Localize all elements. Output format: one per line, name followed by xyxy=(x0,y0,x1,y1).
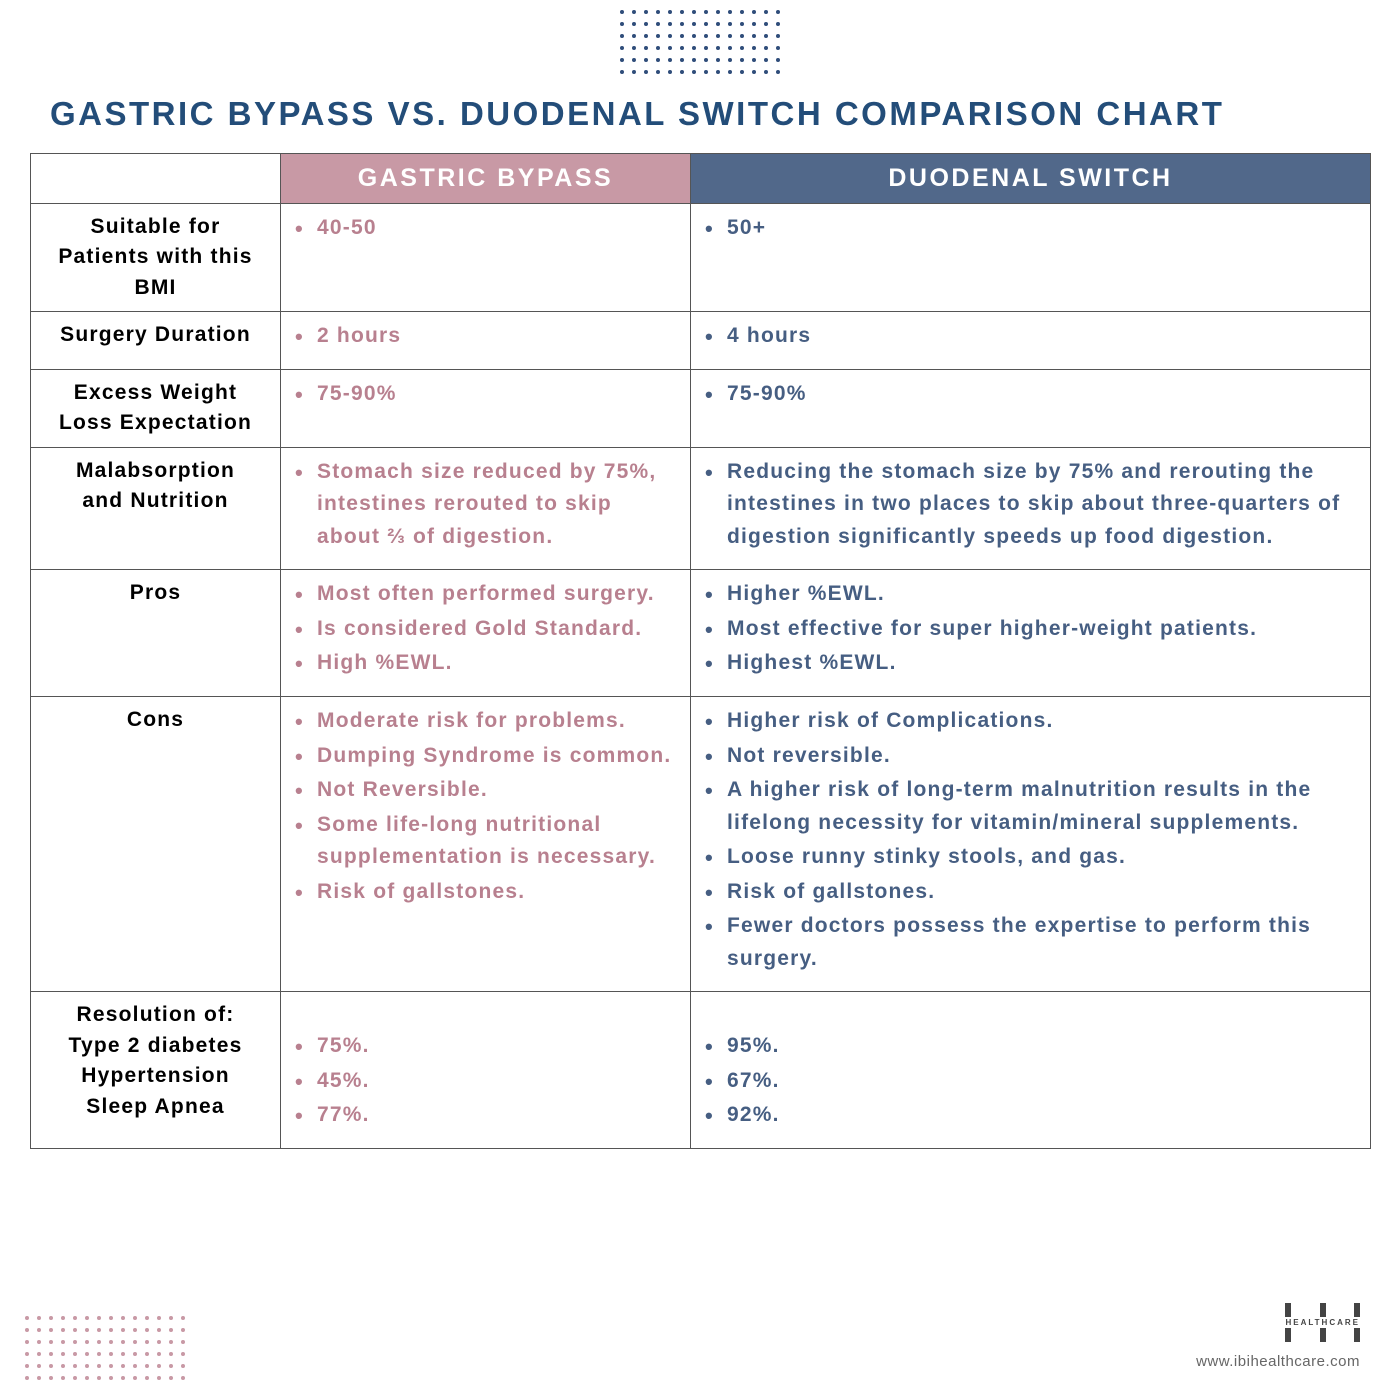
gastric-cell: 2 hours xyxy=(281,312,691,370)
bullet-item: A higher risk of long-term malnutrition … xyxy=(705,774,1356,839)
bullet-list: 50+ xyxy=(705,212,1356,245)
bullet-list: Moderate risk for problems.Dumping Syndr… xyxy=(295,705,676,908)
bullet-item: 67%. xyxy=(705,1065,1356,1098)
row-label-line: Suitable for xyxy=(37,212,274,242)
bullet-item: Risk of gallstones. xyxy=(705,876,1356,909)
gastric-cell: 75-90% xyxy=(281,369,691,447)
bullet-item: 2 hours xyxy=(295,320,676,353)
gastric-cell: 75%.45%.77%. xyxy=(281,992,691,1149)
bullet-list: 4 hours xyxy=(705,320,1356,353)
bullet-item: High %EWL. xyxy=(295,647,676,680)
bullet-item: Higher %EWL. xyxy=(705,578,1356,611)
bullet-item: Is considered Gold Standard. xyxy=(295,613,676,646)
row-label-line: Loss Expectation xyxy=(37,408,274,438)
bullet-item: Dumping Syndrome is common. xyxy=(295,740,676,773)
table-corner xyxy=(31,154,281,204)
bullet-list: Most often performed surgery.Is consider… xyxy=(295,578,676,680)
bullet-item: Most effective for super higher-weight p… xyxy=(705,613,1356,646)
bullet-item: Moderate risk for problems. xyxy=(295,705,676,738)
gastric-cell: Stomach size reduced by 75%, intestines … xyxy=(281,447,691,570)
duodenal-cell: Higher %EWL.Most effective for super hig… xyxy=(691,570,1371,697)
decorative-dots-top xyxy=(620,10,780,74)
duodenal-cell: Reducing the stomach size by 75% and rer… xyxy=(691,447,1371,570)
row-label-line: Pros xyxy=(37,578,274,608)
bullet-list: 2 hours xyxy=(295,320,676,353)
row-label-line: Sleep Apnea xyxy=(37,1092,274,1122)
table-row: Pros Most often performed surgery.Is cons… xyxy=(31,570,1371,697)
row-label-line: and Nutrition xyxy=(37,486,274,516)
row-label: Pros xyxy=(31,570,281,697)
bullet-item: 92%. xyxy=(705,1099,1356,1132)
bullet-list: 75-90% xyxy=(295,378,676,411)
gastric-cell: 40-50 xyxy=(281,204,691,312)
decorative-dots-bottom xyxy=(25,1316,185,1380)
bullet-item: Higher risk of Complications. xyxy=(705,705,1356,738)
bullet-item: 77%. xyxy=(295,1099,676,1132)
bullet-list: 75-90% xyxy=(705,378,1356,411)
bullet-item: 4 hours xyxy=(705,320,1356,353)
bullet-item: 75-90% xyxy=(295,378,676,411)
gastric-cell: Moderate risk for problems.Dumping Syndr… xyxy=(281,697,691,992)
bullet-item: 75-90% xyxy=(705,378,1356,411)
bullet-list: Reducing the stomach size by 75% and rer… xyxy=(705,456,1356,554)
bullet-item: Reducing the stomach size by 75% and rer… xyxy=(705,456,1356,554)
row-label-line: Patients with this xyxy=(37,242,274,272)
footer-url: www.ibihealthcare.com xyxy=(1196,1353,1360,1370)
row-label: Resolution of:Type 2 diabetesHypertensio… xyxy=(31,992,281,1149)
table-row: Cons Moderate risk for problems.Dumping S… xyxy=(31,697,1371,992)
row-label: Cons xyxy=(31,697,281,992)
bullet-item: 40-50 xyxy=(295,212,676,245)
bullet-item: Loose runny stinky stools, and gas. xyxy=(705,841,1356,874)
row-label: Excess WeightLoss Expectation xyxy=(31,369,281,447)
bullet-list: Stomach size reduced by 75%, intestines … xyxy=(295,456,676,554)
logo: HEALTHCARE xyxy=(1285,1303,1360,1342)
col-header-gastric: GASTRIC BYPASS xyxy=(281,154,691,204)
col-header-duodenal: DUODENAL SWITCH xyxy=(691,154,1371,204)
bullet-item: 45%. xyxy=(295,1065,676,1098)
page-title: GASTRIC BYPASS VS. DUODENAL SWITCH COMPA… xyxy=(50,95,1370,133)
table-row: Resolution of:Type 2 diabetesHypertensio… xyxy=(31,992,1371,1149)
duodenal-cell: 50+ xyxy=(691,204,1371,312)
row-label-line: Type 2 diabetes xyxy=(37,1031,274,1061)
row-label-line: Excess Weight xyxy=(37,378,274,408)
bullet-list: 95%.67%.92%. xyxy=(705,1000,1356,1132)
table-row: Suitable forPatients with thisBMI 40-50 50… xyxy=(31,204,1371,312)
table-row: Surgery Duration 2 hours 4 hours xyxy=(31,312,1371,370)
bullet-item: 95%. xyxy=(705,1030,1356,1063)
bullet-item: 75%. xyxy=(295,1030,676,1063)
row-label-line: Resolution of: xyxy=(37,1000,274,1030)
duodenal-cell: Higher risk of Complications.Not reversi… xyxy=(691,697,1371,992)
duodenal-cell: 95%.67%.92%. xyxy=(691,992,1371,1149)
table-row: Excess WeightLoss Expectation 75-90% 75-90… xyxy=(31,369,1371,447)
table-row: Malabsorptionand NutritionStomach size r… xyxy=(31,447,1371,570)
bullet-item: Highest %EWL. xyxy=(705,647,1356,680)
row-label: Surgery Duration xyxy=(31,312,281,370)
row-label-line: Malabsorption xyxy=(37,456,274,486)
bullet-list: 40-50 xyxy=(295,212,676,245)
bullet-item: Some life-long nutritional supplementati… xyxy=(295,809,676,874)
bullet-item: Risk of gallstones. xyxy=(295,876,676,909)
bullet-item: Not reversible. xyxy=(705,740,1356,773)
row-label: Malabsorptionand Nutrition xyxy=(31,447,281,570)
row-label-line: Hypertension xyxy=(37,1061,274,1091)
duodenal-cell: 4 hours xyxy=(691,312,1371,370)
duodenal-cell: 75-90% xyxy=(691,369,1371,447)
footer: HEALTHCARE www.ibihealthcare.com xyxy=(1196,1303,1360,1370)
bullet-list: Higher risk of Complications.Not reversi… xyxy=(705,705,1356,975)
bullet-list: Higher %EWL.Most effective for super hig… xyxy=(705,578,1356,680)
bullet-item: Not Reversible. xyxy=(295,774,676,807)
logo-mid: HEALTHCARE xyxy=(1285,1319,1360,1326)
row-label-line: Surgery Duration xyxy=(37,320,274,350)
row-label-line: BMI xyxy=(37,273,274,303)
comparison-table: GASTRIC BYPASS DUODENAL SWITCH Suitable … xyxy=(30,153,1371,1149)
bullet-item: Most often performed surgery. xyxy=(295,578,676,611)
table-body: Suitable forPatients with thisBMI 40-50 50… xyxy=(31,204,1371,1149)
row-label-line: Cons xyxy=(37,705,274,735)
row-label: Suitable forPatients with thisBMI xyxy=(31,204,281,312)
bullet-item: Stomach size reduced by 75%, intestines … xyxy=(295,456,676,554)
gastric-cell: Most often performed surgery.Is consider… xyxy=(281,570,691,697)
bullet-item: Fewer doctors possess the expertise to p… xyxy=(705,910,1356,975)
bullet-list: 75%.45%.77%. xyxy=(295,1000,676,1132)
bullet-item: 50+ xyxy=(705,212,1356,245)
